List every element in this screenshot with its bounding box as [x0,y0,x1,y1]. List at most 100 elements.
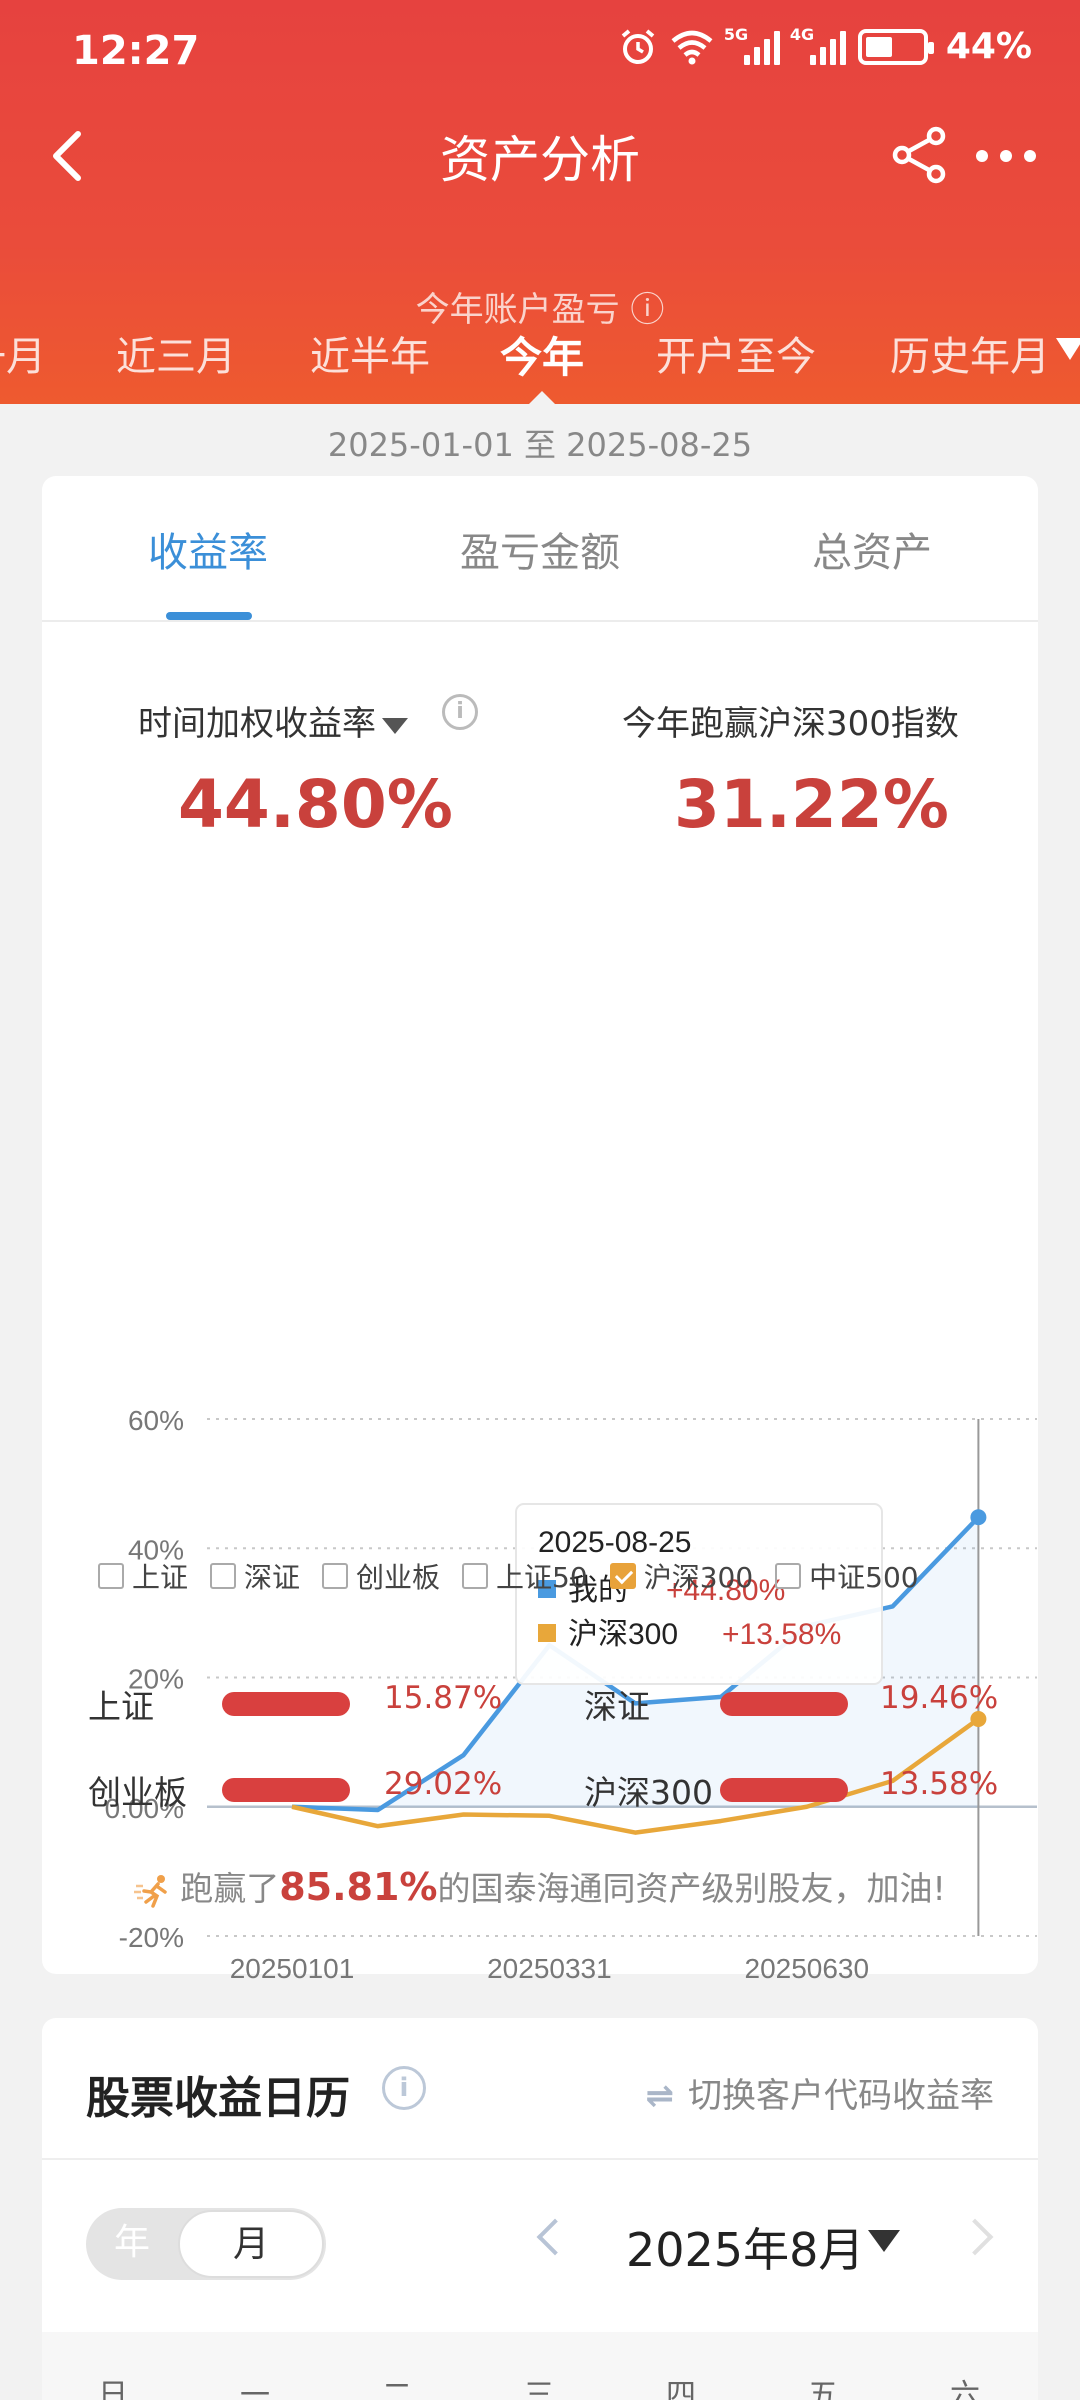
toggle-month[interactable]: 月 [178,2210,324,2278]
calendar-info-icon[interactable]: i [382,2066,426,2110]
metric-left-label: 时间加权收益率 [138,704,376,744]
y-tick-label: 40% [128,1534,184,1565]
net2-label: 4G [789,24,815,44]
y-tick-label: 20% [128,1664,184,1695]
tooltip-box [515,1503,883,1685]
metric-right-value: 31.22% [674,766,949,843]
checkbox-checked[interactable] [609,1563,636,1589]
info-icon[interactable]: i [442,694,478,730]
weekday: 日 [98,2378,128,2400]
checkbox[interactable] [462,1563,489,1589]
y-tick-label: 60% [128,1405,184,1436]
status-bar: 12:27 5G 4G 44% [0,0,1080,100]
checkbox[interactable] [775,1563,802,1589]
wifi-icon [671,30,713,64]
more-icon[interactable] [976,150,1036,162]
running-icon [134,1874,167,1908]
legend-label: 上证 [132,1561,189,1594]
tooltip-date: 2025-08-25 [538,1526,691,1559]
beat-message: 跑赢了85.81%的国泰海通同资产级别股友，加油! [42,1862,1038,1910]
metric-tabs: 收益率 盈亏金额 总资产 [42,476,1038,622]
tab-total-assets[interactable]: 总资产 [812,530,932,576]
battery-percent: 44% [945,26,1032,67]
x-tick-label: 20250101 [230,1953,355,1984]
return-chart[interactable]: 60% 40% 20% 0.00% -20% 20250101 20250331 202506… [42,916,1038,2026]
checkbox[interactable] [98,1563,124,1589]
divider [42,2158,1038,2160]
tab-pnl-amount[interactable]: 盈亏金额 [460,530,620,576]
legend-sse[interactable]: 上证 [98,1556,188,1596]
tab-period-since-open[interactable]: 开户至今 [656,334,816,380]
tab-period-6m[interactable]: 近半年 [310,334,430,380]
returns-card: 收益率 盈亏金额 总资产 时间加权收益率 i 今年跑赢沪深300指数 44.80… [42,476,1038,1984]
beat-percent: 85.81% [279,1865,438,1909]
metric-selector[interactable]: 时间加权收益率 [138,696,408,745]
tab-return-rate[interactable]: 收益率 [148,530,268,576]
x-tick-label: 20250630 [745,1953,870,1984]
battery-icon [857,28,934,65]
metric-right-label: 今年跑赢沪深300指数 [622,704,959,744]
legend-label: 沪深300 [643,1561,754,1594]
prev-month-icon[interactable] [536,2218,574,2256]
legend-label: 创业板 [356,1561,441,1594]
active-tab-indicator [166,612,252,620]
tab-period-history[interactable]: 历史年月 [890,334,1050,380]
tab-period-1[interactable]: 一月 [0,334,46,380]
data-point [970,1710,987,1727]
toggle-year[interactable]: 年 [113,2222,150,2263]
month-label[interactable]: 2025年8月 [626,2223,865,2277]
tooltip-series-value: +44.80% [666,1574,785,1607]
nav-bar: 资产分析 [0,110,1080,200]
index-bar-sse [222,1692,350,1716]
beat-prefix: 跑赢了 [180,1869,280,1908]
year-month-toggle[interactable]: 年 月 [86,2208,326,2280]
legend-chinext[interactable]: 创业板 [322,1556,440,1596]
legend-szse[interactable]: 深证 [210,1556,300,1596]
series-area [292,1517,979,1810]
index-name-szse: 深证 [584,1687,650,1726]
x-tick-label: 20250331 [487,1953,612,1984]
index-bar-csi300 [720,1778,848,1802]
weekday: 一 [240,2378,270,2400]
tooltip-swatch [538,1624,556,1642]
dropdown-icon [382,717,408,734]
index-value-chinext: 29.02% [384,1766,503,1802]
tabs-dropdown-icon[interactable] [1056,338,1080,360]
back-arrow-icon[interactable] [40,126,100,186]
index-value-csi300: 13.58% [880,1766,999,1802]
tab-period-ytd[interactable]: 今年 [500,333,585,382]
status-time: 12:27 [72,28,200,74]
switch-code-button[interactable]: ⇌ 切换客户代码收益率 [646,2068,995,2117]
legend-csi300[interactable]: 沪深300 [609,1556,754,1596]
index-legend: 上证 深证 创业板 上证50 沪深300 中证500 [98,1556,929,1596]
legend-sse50[interactable]: 上证50 [462,1556,588,1596]
legend-label: 深证 [244,1561,301,1594]
data-point [970,1509,987,1526]
active-tab-caret [528,391,556,404]
weekday: 二 [382,2378,412,2400]
index-name-csi300: 沪深300 [584,1773,713,1812]
month-dropdown-icon[interactable] [868,2230,900,2252]
legend-csi500[interactable]: 中证500 [775,1556,919,1596]
calendar-card: 股票收益日历 i ⇌ 切换客户代码收益率 年 月 2025年8月 日 一 二 三 … [42,2018,1038,2400]
switch-label: 切换客户代码收益率 [688,2076,994,2116]
legend-label: 上证50 [496,1561,588,1594]
next-month-icon[interactable] [956,2218,994,2256]
y-tick-label: -20% [119,1922,184,1953]
beat-suffix: 的国泰海通同资产级别股友，加油! [437,1869,946,1908]
signal-4g-icon: 4G [790,25,846,65]
net1-label: 5G [723,24,749,44]
checkbox[interactable] [322,1563,349,1589]
index-bar-chinext [222,1778,350,1802]
tooltip-swatch [538,1580,556,1598]
y-tick-label: 0.00% [105,1793,184,1824]
share-icon[interactable] [888,124,950,186]
tab-period-3m[interactable]: 近三月 [116,334,236,380]
tooltip-series-name: 沪深300 [568,1618,678,1651]
date-range: 2025-01-01 至 2025-08-25 [327,426,753,464]
checkbox[interactable] [210,1563,237,1589]
weekday: 六 [950,2378,980,2400]
period-tabs: 一月 近三月 近半年 今年 开户至今 历史年月 [0,316,1080,404]
page-title: 资产分析 [440,131,640,189]
